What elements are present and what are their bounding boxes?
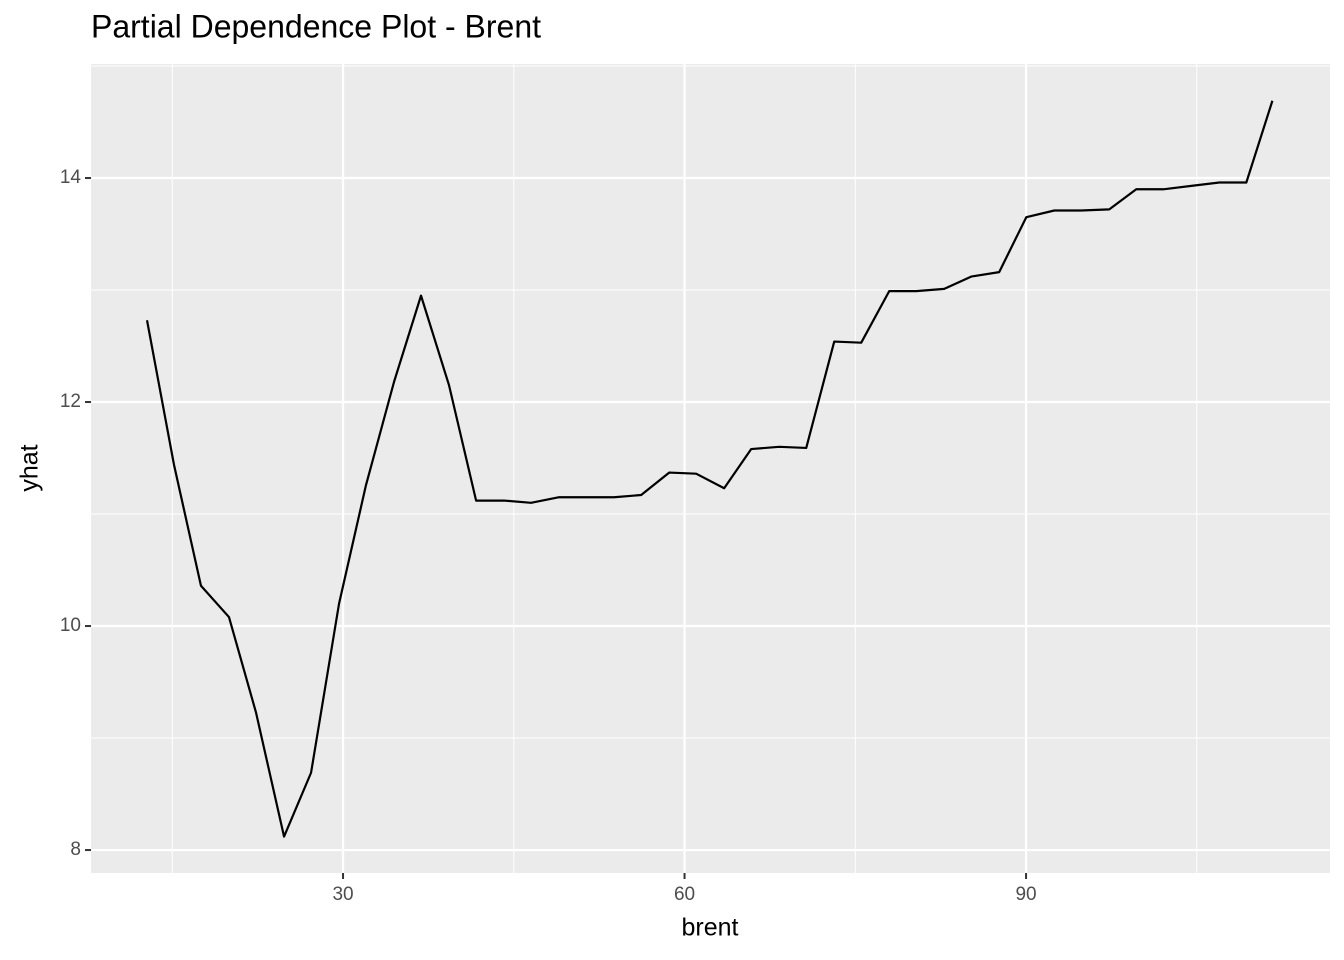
y-tick-label: 8 (70, 839, 81, 860)
y-tick-label: 14 (60, 167, 82, 188)
y-axis-title: yhat (16, 444, 44, 491)
x-axis-title: brent (682, 914, 739, 942)
x-tick-label: 60 (674, 884, 695, 905)
y-tick-label: 12 (60, 391, 81, 412)
chart-title: Partial Dependence Plot - Brent (91, 8, 541, 44)
x-tick-label: 90 (1015, 884, 1036, 905)
x-tick-label: 30 (332, 884, 353, 905)
data-line (145, 100, 1274, 838)
plot-panel (91, 64, 1330, 873)
y-tick-label: 10 (60, 615, 81, 636)
